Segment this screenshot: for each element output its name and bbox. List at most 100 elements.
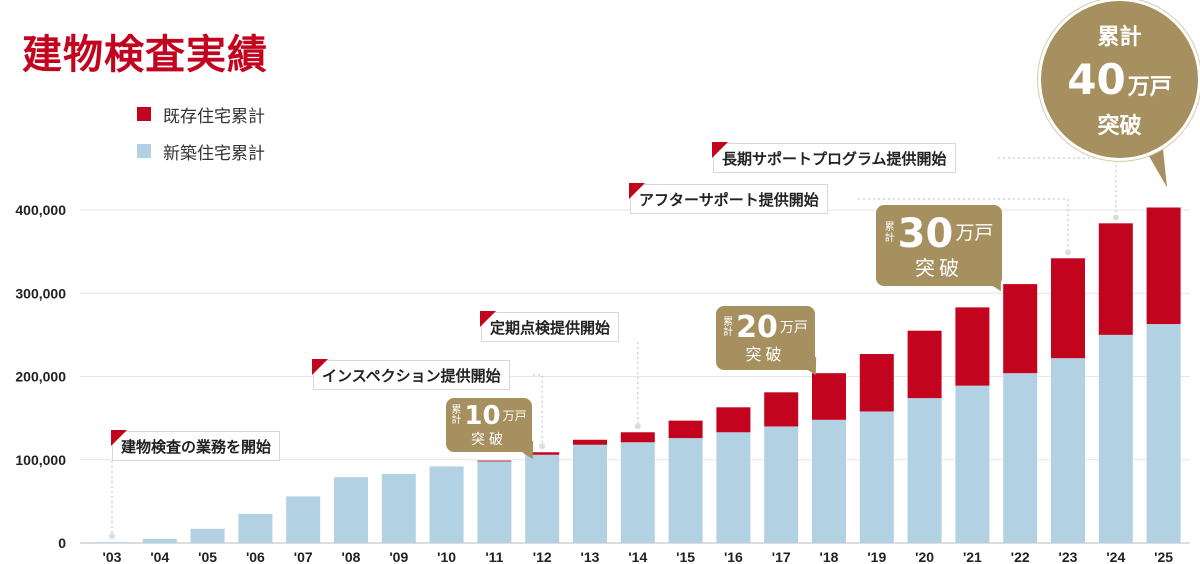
bar-new-housing [1098, 334, 1133, 543]
chart-title: 建物検査実績 [22, 32, 268, 78]
milestone-label-start: 建物検査の業務を開始 [111, 430, 281, 461]
milestone-leader-line [533, 374, 543, 447]
x-tick-label: '08 [342, 549, 361, 564]
callout-400k: 累計 40 万戸 突破 [1041, 1, 1198, 158]
milestone-flag [480, 311, 496, 327]
bar-new-housing [716, 432, 751, 543]
callout-content: 累計 20 万戸 突破 [723, 313, 808, 363]
bar-new-housing [525, 454, 560, 543]
big-callout-unit: 万戸 [1127, 75, 1172, 100]
milestone-dot [1112, 214, 1119, 221]
x-tick-label: '20 [915, 549, 934, 564]
callout-prefix: 累計 [884, 222, 895, 244]
bar-existing-housing [525, 452, 560, 455]
y-tick-label: 400,000 [15, 202, 66, 218]
milestone-label-after-support: アフターサポート提供開始 [629, 183, 828, 214]
callout-suffix: 突破 [470, 432, 507, 448]
callout-content: 累計 30 万戸 突破 [885, 214, 994, 278]
milestone-leader-line [998, 157, 1117, 218]
bar-new-housing [1051, 358, 1085, 543]
x-tick-label: '12 [533, 549, 552, 564]
bar-existing-housing [1003, 284, 1038, 374]
x-tick-label: '15 [676, 549, 695, 564]
callout-unit: 万戸 [779, 320, 808, 336]
milestone-dot [539, 443, 546, 450]
bar-existing-housing [907, 330, 942, 399]
milestone-label-long-term-support: 長期サポートプログラム提供開始 [712, 142, 956, 173]
callout-suffix: 突破 [915, 255, 963, 280]
x-tick-label: '23 [1059, 549, 1078, 564]
bar-new-housing [477, 461, 512, 543]
x-tick-label: '05 [198, 549, 217, 564]
callout-unit: 万戸 [955, 222, 994, 244]
bar-existing-housing [668, 420, 703, 439]
bar-new-housing [573, 444, 607, 543]
legend-swatch-existing [137, 107, 151, 121]
bar-existing-housing [955, 307, 990, 386]
bar-existing-housing [573, 439, 607, 445]
bar-existing-housing [812, 373, 846, 420]
y-tick-label: 300,000 [15, 285, 66, 301]
callout-200k: 累計 20 万戸 突破 [716, 306, 815, 370]
bar-new-housing [429, 466, 464, 543]
x-tick-label: '21 [963, 549, 982, 564]
bar-existing-housing [859, 354, 894, 412]
bar-existing-housing [716, 407, 751, 433]
bar-new-housing [238, 513, 273, 543]
callout-number: 30 [897, 210, 954, 257]
big-callout-line1: 累計 [1097, 25, 1142, 50]
milestone-text: インスペクション提供開始 [322, 366, 501, 385]
bar-existing-housing [1098, 223, 1133, 335]
callout-unit: 万戸 [502, 409, 527, 423]
callout-300k: 累計 30 万戸 突破 [876, 205, 1002, 286]
legend-item-new: 新築住宅累計 [137, 139, 265, 164]
bar-new-housing [334, 477, 368, 543]
x-tick-label: '11 [485, 549, 503, 564]
x-tick-label: '17 [772, 549, 791, 564]
y-tick-label: 100,000 [15, 452, 66, 468]
x-tick-label: '10 [437, 549, 456, 564]
y-tick-label: 200,000 [15, 369, 66, 385]
bar-new-housing [859, 411, 894, 543]
bar-new-housing [668, 438, 703, 543]
x-tick-label: '07 [294, 549, 313, 564]
x-tick-label: '04 [150, 549, 169, 564]
callout-prefix: 累計 [723, 316, 734, 338]
bar-new-housing [907, 398, 942, 543]
milestone-dot [1065, 249, 1071, 256]
x-tick-label: '19 [867, 549, 886, 564]
milestone-dot [109, 533, 115, 540]
bar-new-housing [286, 496, 321, 543]
big-callout-number: 40 [1067, 55, 1126, 104]
milestone-label-periodic-check: 定期点検提供開始 [480, 311, 620, 342]
bar-new-housing [95, 542, 129, 543]
milestone-text: 建物検査の業務を開始 [121, 437, 272, 456]
x-tick-label: '16 [724, 549, 743, 564]
bar-existing-housing [620, 432, 655, 443]
milestone-text: 定期点検提供開始 [490, 318, 611, 337]
x-tick-label: '03 [103, 549, 122, 564]
bar-new-housing [142, 538, 177, 543]
legend-item-existing: 既存住宅累計 [137, 102, 265, 127]
milestone-label-inspection: インスペクション提供開始 [312, 359, 510, 390]
callout-prefix: 累計 [451, 404, 462, 426]
x-tick-label: '13 [581, 549, 600, 564]
legend-label-existing: 既存住宅累計 [163, 106, 265, 127]
callout-number: 10 [464, 401, 501, 431]
x-tick-label: '25 [1154, 549, 1173, 564]
milestone-flag [629, 183, 645, 199]
bar-existing-housing [1051, 258, 1085, 359]
y-tick-label: 0 [58, 535, 66, 551]
milestone-text: アフターサポート提供開始 [639, 190, 819, 209]
x-tick-label: '06 [246, 549, 265, 564]
bar-existing-housing [1146, 207, 1181, 325]
bar-new-housing [812, 419, 846, 543]
bar-new-housing [381, 473, 416, 543]
callout-number: 20 [736, 310, 778, 345]
x-tick-label: '24 [1106, 549, 1125, 564]
bar-new-housing [955, 385, 990, 543]
bar-new-housing [764, 426, 799, 543]
bar-existing-housing [477, 460, 512, 462]
milestone-leader-line [858, 198, 1069, 253]
